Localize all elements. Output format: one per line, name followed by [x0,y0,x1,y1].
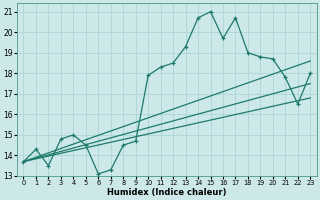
X-axis label: Humidex (Indice chaleur): Humidex (Indice chaleur) [107,188,227,197]
